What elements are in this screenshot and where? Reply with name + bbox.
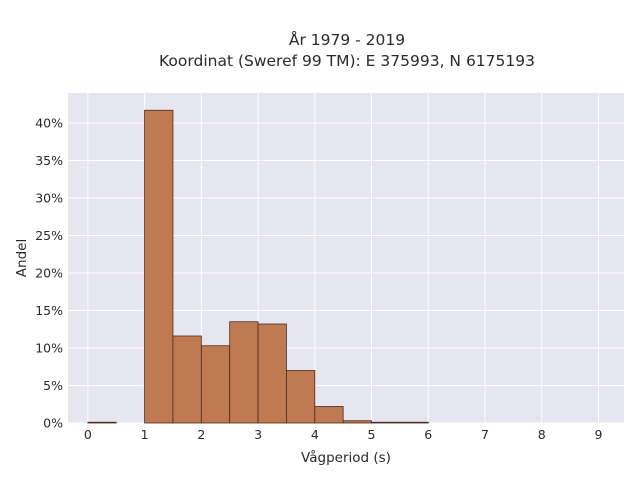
histogram-bar — [200, 345, 231, 424]
histogram-bar — [229, 321, 259, 424]
y-tick-label: 10% — [35, 341, 63, 356]
x-tick-label: 6 — [424, 427, 432, 442]
y-tick-label: 35% — [35, 153, 63, 168]
x-tick-label: 5 — [368, 427, 376, 442]
x-tick-label: 1 — [141, 427, 149, 442]
x-tick-label: 0 — [84, 427, 92, 442]
y-tick-label: 20% — [35, 266, 63, 281]
histogram-bar — [314, 406, 344, 424]
histogram-bar — [371, 421, 401, 424]
x-tick-label: 3 — [254, 427, 262, 442]
histogram-bar — [286, 370, 316, 424]
histogram-bar — [144, 109, 174, 424]
histogram-bar — [342, 420, 372, 424]
y-axis-label: Andel — [14, 239, 30, 277]
y-tick-labels: 0% 5% 10% 15% 20% 25% 30% 35% 40% — [35, 116, 63, 431]
x-tick-label: 9 — [594, 427, 602, 442]
bars — [87, 109, 429, 424]
histogram-bar — [172, 335, 202, 424]
x-axis-label: Vågperiod (s) — [301, 449, 391, 466]
y-tick-label: 25% — [35, 228, 63, 243]
x-tick-label: 7 — [481, 427, 489, 442]
chart-subtitle: Koordinat (Sweref 99 TM): E 375993, N 61… — [159, 52, 535, 70]
histogram-bar — [399, 421, 429, 424]
chart-title: År 1979 - 2019 — [289, 30, 405, 49]
x-tick-label: 2 — [197, 427, 205, 442]
y-tick-label: 0% — [43, 416, 63, 431]
y-tick-label: 5% — [43, 378, 63, 393]
y-tick-label: 30% — [35, 191, 63, 206]
histogram-bar — [257, 323, 287, 424]
y-tick-label: 40% — [35, 116, 63, 131]
x-tick-label: 8 — [538, 427, 546, 442]
x-tick-label: 4 — [311, 427, 319, 442]
x-tick-labels: 0 1 2 3 4 5 6 7 8 9 — [84, 427, 603, 442]
y-tick-label: 15% — [35, 303, 63, 318]
histogram-bar — [87, 421, 117, 424]
